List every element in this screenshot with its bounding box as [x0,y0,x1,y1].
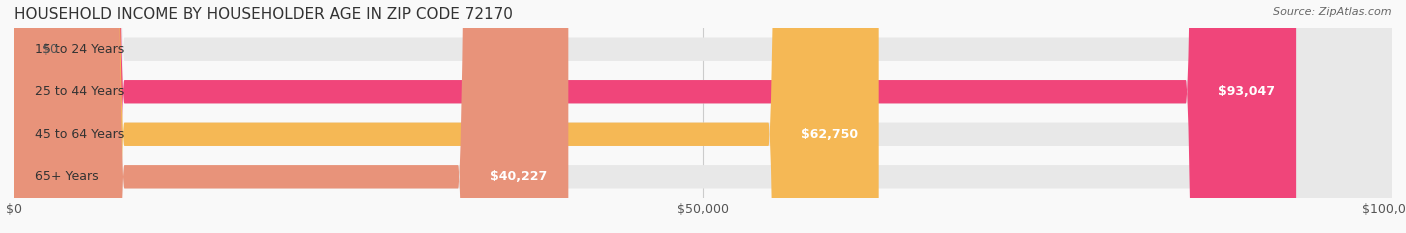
FancyBboxPatch shape [14,0,1392,233]
Text: $62,750: $62,750 [801,128,858,141]
Text: $40,227: $40,227 [491,170,548,183]
FancyBboxPatch shape [14,0,1392,233]
Text: 45 to 64 Years: 45 to 64 Years [35,128,124,141]
Text: 25 to 44 Years: 25 to 44 Years [35,85,124,98]
Text: $0: $0 [42,43,58,56]
FancyBboxPatch shape [14,0,568,233]
FancyBboxPatch shape [14,0,879,233]
Text: $93,047: $93,047 [1219,85,1275,98]
FancyBboxPatch shape [14,0,1296,233]
Text: 65+ Years: 65+ Years [35,170,98,183]
Text: Source: ZipAtlas.com: Source: ZipAtlas.com [1274,7,1392,17]
Text: 15 to 24 Years: 15 to 24 Years [35,43,124,56]
FancyBboxPatch shape [14,0,1392,233]
Text: HOUSEHOLD INCOME BY HOUSEHOLDER AGE IN ZIP CODE 72170: HOUSEHOLD INCOME BY HOUSEHOLDER AGE IN Z… [14,7,513,22]
FancyBboxPatch shape [14,0,1392,233]
